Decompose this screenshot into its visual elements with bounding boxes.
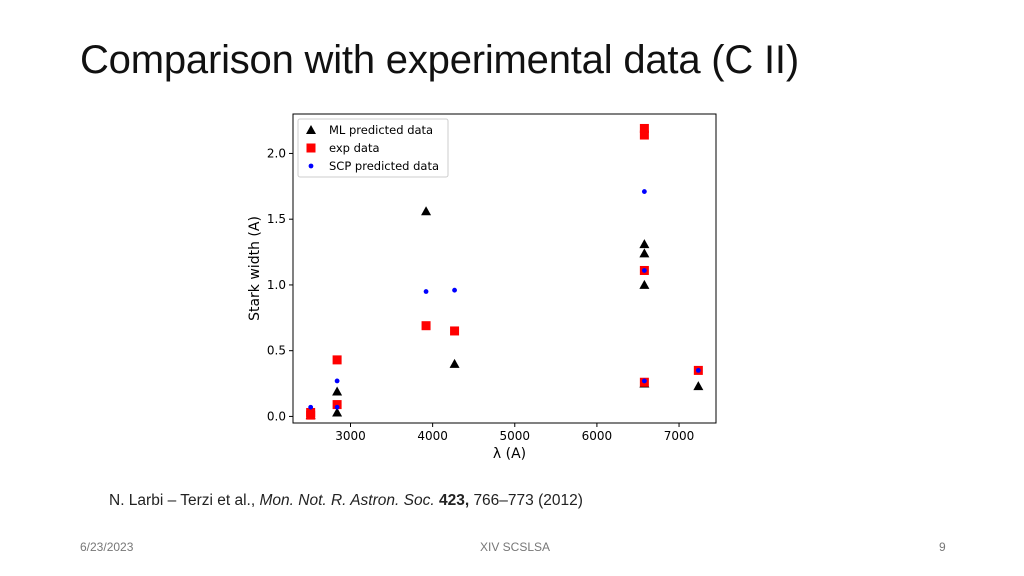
- plot-frame: [292, 113, 717, 424]
- ml-predicted-data-point: [332, 386, 343, 396]
- x-tick-label: 7000: [664, 429, 695, 443]
- legend-box: [297, 118, 449, 178]
- scp-predicted-data-point: [641, 189, 647, 194]
- legend-entry: exp data: [329, 141, 380, 155]
- citation-volume: 423,: [438, 492, 470, 509]
- legend-marker: [306, 143, 316, 153]
- slide-title: Comparison with experimental data (C II): [80, 38, 799, 82]
- footer-conference: XIV SCSLSA: [480, 540, 551, 554]
- exp-data-point: [639, 123, 649, 133]
- citation-pages-year: 766–773 (2012): [473, 492, 583, 509]
- exp-data-point: [306, 410, 316, 420]
- scp-predicted-data-point: [308, 404, 314, 410]
- x-tick-label: 5000: [499, 429, 530, 443]
- scp-predicted-data-point: [641, 378, 647, 384]
- citation-journal: Mon. Not. R. Astron. Soc.: [259, 492, 435, 509]
- ml-predicted-data-point: [693, 381, 704, 391]
- ml-predicted-data-point: [449, 358, 460, 368]
- x-tick-label: 6000: [582, 429, 613, 443]
- legend-marker: [308, 163, 314, 169]
- legend-marker: [306, 125, 316, 134]
- y-tick-label: 0.0: [267, 409, 286, 423]
- exp-data-point: [639, 130, 649, 140]
- ml-predicted-data-point: [332, 407, 343, 417]
- scp-predicted-data-point: [695, 368, 701, 373]
- scatter-chart: 3000 4000 5000 6000 7000 0.0 0.5 1.0 1.5 2.0 λ (A)…: [247, 113, 717, 462]
- exp-data-point: [421, 321, 431, 331]
- exp-data-point: [332, 355, 342, 365]
- scp-predicted-data-point: [452, 287, 457, 293]
- citation: N. Larbi – Terzi et al., Mon. Not. R. As…: [109, 492, 583, 510]
- x-tick-label: 4000: [417, 429, 448, 443]
- scp-predicted-data-point: [334, 378, 340, 384]
- exp-data-point: [332, 400, 342, 410]
- footer-page-number: 9: [939, 540, 946, 554]
- legend-entry: ML predicted data: [329, 123, 433, 137]
- ml-predicted-data-point: [639, 239, 650, 249]
- ml-predicted-data-point: [421, 206, 432, 216]
- ml-predicted-data-point: [639, 279, 650, 289]
- citation-authors: N. Larbi – Terzi et al.,: [109, 492, 260, 509]
- y-tick-label: 2.0: [267, 146, 286, 160]
- scp-predicted-data-point: [334, 404, 340, 410]
- x-tick-label: 3000: [335, 429, 366, 443]
- y-axis-label: Stark width (A): [247, 216, 263, 321]
- footer-date: 6/23/2023: [80, 540, 134, 554]
- exp-data-point: [450, 326, 460, 336]
- scp-predicted-data-point: [641, 268, 647, 273]
- scp-predicted-data-point: [423, 289, 429, 294]
- legend-entry: SCP predicted data: [329, 159, 439, 173]
- ml-predicted-data-point: [639, 248, 650, 258]
- y-tick-label: 1.5: [267, 212, 286, 226]
- y-tick-label: 0.5: [267, 344, 286, 358]
- x-axis-label: λ (A): [493, 446, 526, 462]
- y-tick-label: 1.0: [267, 278, 286, 292]
